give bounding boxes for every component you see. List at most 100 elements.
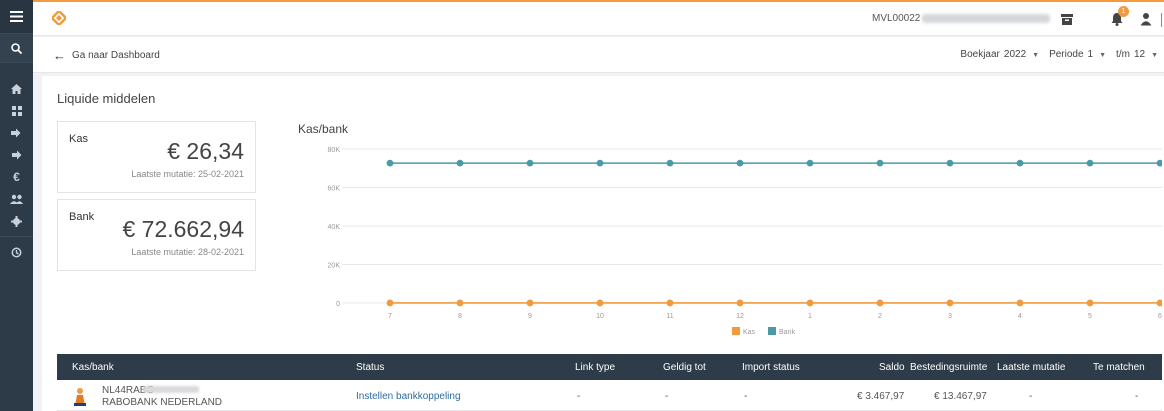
table-row[interactable]: NL44RABO RABOBANK NEDERLAND Instellen ba… [57,380,1162,411]
periode-to-value: 12 [1133,49,1146,60]
boekjaar-value: 2022 [1003,49,1027,60]
sign-out-icon [12,150,22,160]
x-tick-label: 10 [596,313,604,320]
data-point-kas [1016,299,1024,307]
periode-from-value: 1 [1087,49,1094,60]
hamburger-icon [10,11,23,22]
periode-to-select[interactable]: 12 ▼ [1134,49,1158,60]
data-point-kas [1156,299,1162,307]
company-code[interactable]: MVL00022 - [872,13,927,24]
back-to-dashboard-link[interactable]: ← Ga naar Dashboard [53,48,160,63]
data-point-bank [1016,159,1024,167]
data-point-bank [1156,159,1162,167]
data-point-kas [596,299,604,307]
rabobank-logo-icon [74,388,86,406]
col-saldo[interactable]: Saldo [879,362,905,373]
y-tick-label: 0 [336,301,340,308]
data-point-kas [386,299,394,307]
kas-kpi-card: Kas € 26,34 Laatste mutatie: 25-02-2021 [57,121,256,193]
col-import-status[interactable]: Import status [742,362,800,373]
row-laatste-mutatie: - [1029,391,1033,402]
top-bar: MVL00022 - 1 [33,0,1164,36]
col-laatste-mutatie[interactable]: Laatste mutatie [997,362,1066,373]
col-link-type[interactable]: Link type [575,362,616,373]
row-iban: NL44RABO [102,385,155,396]
data-point-bank [526,159,534,167]
arrow-left-icon: ← [53,48,66,63]
caret-down-icon: ▼ [1032,52,1040,59]
bank-last-mutation: Laatste mutatie: 28-02-2021 [131,247,244,257]
col-geldig-tot[interactable]: Geldig tot [663,362,706,373]
sidebar-item-dashboard[interactable] [0,100,33,122]
col-kasbank[interactable]: Kas/bank [72,362,114,373]
user-icon[interactable] [1138,11,1154,27]
bank-value: € 72.662,94 [122,216,244,242]
x-tick-label: 8 [458,313,462,320]
archive-icon[interactable] [1059,11,1075,27]
caret-down-icon: ▼ [1099,52,1107,59]
data-point-kas [526,299,534,307]
x-tick-label: 4 [1018,313,1022,320]
x-tick-label: 1 [808,313,812,320]
col-status[interactable]: Status [356,362,385,373]
chart-title: Kas/bank [298,122,349,136]
sidebar-item-sign-out[interactable] [0,144,33,166]
data-point-kas [736,299,744,307]
page-title: Liquide middelen [57,91,156,106]
boekjaar-select[interactable]: 2022 ▼ [1004,49,1045,60]
back-label: Ga naar Dashboard [72,50,160,61]
row-te-matchen: - [1135,391,1139,402]
sidebar-item-finance[interactable]: € [0,166,33,188]
euro-icon: € [13,170,20,184]
kas-last-mutation: Laatste mutatie: 25-02-2021 [131,169,244,179]
breadcrumb-bar: ← Ga naar Dashboard Boekjaar 2022 ▼ Perio… [33,37,1164,73]
instellen-bankkoppeling-link[interactable]: Instellen bankkoppeling [356,391,461,402]
sign-in-icon [11,128,21,138]
data-point-bank [1086,159,1094,167]
col-te-matchen[interactable]: Te matchen [1093,362,1145,373]
sidebar-item-sign-in[interactable] [0,122,33,144]
iban-redacted [143,386,199,393]
data-point-bank [876,159,884,167]
data-point-bank [666,159,674,167]
legend-label-bank: Bank [779,329,795,336]
col-bestedingsruimte[interactable]: Bestedingsruimte [910,362,988,373]
legend-swatch-bank [768,327,776,335]
menu-toggle-button[interactable] [0,0,33,33]
home-icon [11,84,22,94]
topbar-divider [1161,13,1162,27]
y-tick-label: 40K [328,224,341,231]
sidebar-item-home[interactable] [0,78,33,100]
kas-value: € 26,34 [167,138,244,164]
company-name-redacted [922,14,1050,23]
data-point-bank [806,159,814,167]
data-point-kas [666,299,674,307]
row-bank-name: RABOBANK NEDERLAND [102,397,223,408]
data-point-bank [736,159,744,167]
data-point-kas [946,299,954,307]
data-point-bank [596,159,604,167]
search-icon [11,42,22,54]
sidebar-item-settings[interactable] [0,210,33,232]
bank-label: Bank [69,211,95,223]
periode-from-select[interactable]: 1 ▼ [1088,49,1113,60]
sidebar-item-relations[interactable] [0,188,33,210]
legend-swatch-kas [732,327,740,335]
table-header: Kas/bank Status Link type Geldig tot Imp… [57,354,1162,380]
boekjaar-label: Boekjaar [960,49,1000,60]
notification-badge: 1 [1118,6,1129,17]
x-tick-label: 11 [666,313,673,320]
row-import-status: - [744,391,748,402]
sidebar-item-history[interactable] [0,241,33,263]
bank-kpi-card: Bank € 72.662,94 Laatste mutatie: 28-02-… [57,199,256,271]
tm-label: t/m [1116,49,1130,60]
users-icon [10,194,23,204]
periode-label: Periode [1049,49,1084,60]
gear-icon [11,215,22,227]
logo-icon[interactable] [52,11,66,25]
row-saldo: € 3.467,97 [857,391,905,402]
search-button[interactable] [0,33,33,63]
x-tick-label: 2 [878,313,882,320]
data-point-kas [456,299,464,307]
